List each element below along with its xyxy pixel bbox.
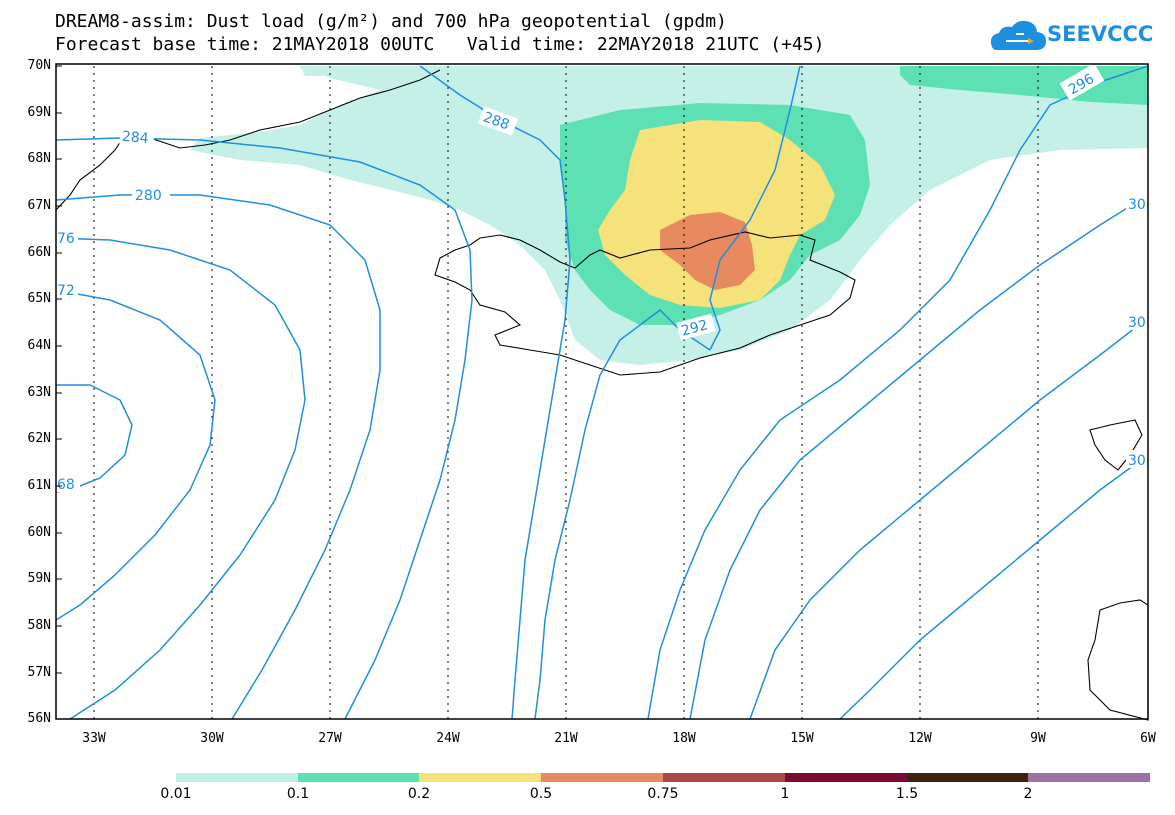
colorbar-swatch bbox=[541, 773, 663, 782]
seevccc-logo-cloud-icon bbox=[990, 20, 1046, 50]
colorbar-swatch bbox=[785, 773, 907, 782]
contour-label: 284 bbox=[121, 129, 149, 147]
lon-tick-label: 21W bbox=[554, 731, 578, 746]
lat-tick-label: 61N bbox=[27, 478, 51, 493]
map-frame bbox=[55, 63, 1149, 720]
colorbar-label: 0.5 bbox=[529, 786, 553, 802]
lat-tick-label: 67N bbox=[27, 198, 51, 213]
lon-tick-label: 27W bbox=[318, 731, 342, 746]
contour-300a bbox=[689, 194, 1149, 720]
lon-tick-label: 9W bbox=[1030, 731, 1046, 746]
lon-tick-label: 15W bbox=[790, 731, 814, 746]
tick-marks bbox=[56, 65, 62, 674]
lat-tick-label: 69N bbox=[27, 105, 51, 120]
scotland-coast bbox=[1087, 599, 1149, 721]
contour-label: 76 bbox=[57, 231, 75, 247]
contour-label: 72 bbox=[57, 283, 75, 299]
lon-tick-label: 18W bbox=[672, 731, 696, 746]
colorbar-swatch bbox=[298, 773, 419, 782]
colorbar-swatch bbox=[1028, 773, 1150, 782]
lat-tick-label: 68N bbox=[27, 151, 51, 166]
contour-296 bbox=[647, 65, 1149, 720]
iceland-coast bbox=[434, 231, 856, 376]
colorbar-label: 0.01 bbox=[160, 786, 192, 802]
lon-tick-label: 12W bbox=[908, 731, 932, 746]
dust-area-0.01-patch bbox=[300, 66, 330, 76]
lat-tick-label: 63N bbox=[27, 385, 51, 400]
contour-300c bbox=[839, 454, 1149, 720]
colorbar-label: 0.75 bbox=[647, 786, 679, 802]
colorbar-label: 0.1 bbox=[286, 786, 310, 802]
lat-tick-label: 70N bbox=[27, 58, 51, 73]
lon-tick-label: 33W bbox=[82, 731, 106, 746]
lat-tick-label: 57N bbox=[27, 665, 51, 680]
colorbar-swatch bbox=[663, 773, 785, 782]
contour-label: 280 bbox=[135, 188, 162, 204]
lat-tick-label: 64N bbox=[27, 338, 51, 353]
map-title: DREAM8-assim: Dust load (g/m²) and 700 h… bbox=[55, 11, 727, 32]
lat-tick-label: 58N bbox=[27, 618, 51, 633]
contour-label-boxes bbox=[56, 63, 1148, 492]
contour-label: 30 bbox=[1128, 315, 1146, 331]
contour-label: 30 bbox=[1128, 453, 1146, 469]
lat-tick-label: 56N bbox=[27, 711, 51, 726]
colorbar-swatch bbox=[176, 773, 298, 782]
lat-tick-label: 65N bbox=[27, 291, 51, 306]
colorbar-label: 2 bbox=[1023, 786, 1033, 802]
contour-label: 68 bbox=[57, 477, 75, 493]
contour-284 bbox=[55, 137, 473, 720]
dust-area-0.5 bbox=[660, 212, 755, 290]
contour-276 bbox=[55, 237, 306, 720]
seevccc-logo-text: SEEVCCC bbox=[1047, 22, 1154, 46]
contour-280 bbox=[55, 194, 381, 720]
contour-label: 292 bbox=[680, 317, 710, 339]
lat-tick-label: 59N bbox=[27, 571, 51, 586]
contour-label: 30 bbox=[1128, 197, 1146, 213]
lon-tick-label: 30W bbox=[200, 731, 224, 746]
colorbar-label: 1.5 bbox=[895, 786, 919, 802]
lat-tick-label: 62N bbox=[27, 431, 51, 446]
colorbar-swatch bbox=[907, 773, 1028, 782]
colorbar-label: 1 bbox=[780, 786, 790, 802]
greenland-coast bbox=[55, 69, 441, 211]
colorbar bbox=[176, 773, 1150, 782]
contour-292b bbox=[709, 65, 801, 351]
lat-tick-label: 66N bbox=[27, 245, 51, 260]
geopotential-contours bbox=[55, 65, 1149, 720]
colorbar-swatch bbox=[419, 773, 541, 782]
contour-292 bbox=[534, 309, 711, 720]
lon-tick-label: 24W bbox=[436, 731, 460, 746]
map-subtitle: Forecast base time: 21MAY2018 00UTC Vali… bbox=[55, 34, 825, 55]
contour-272 bbox=[55, 289, 216, 621]
lon-tick-label: 6W bbox=[1140, 731, 1156, 746]
contour-300b bbox=[749, 317, 1149, 720]
lat-tick-label: 60N bbox=[27, 525, 51, 540]
colorbar-label: 0.2 bbox=[407, 786, 431, 802]
